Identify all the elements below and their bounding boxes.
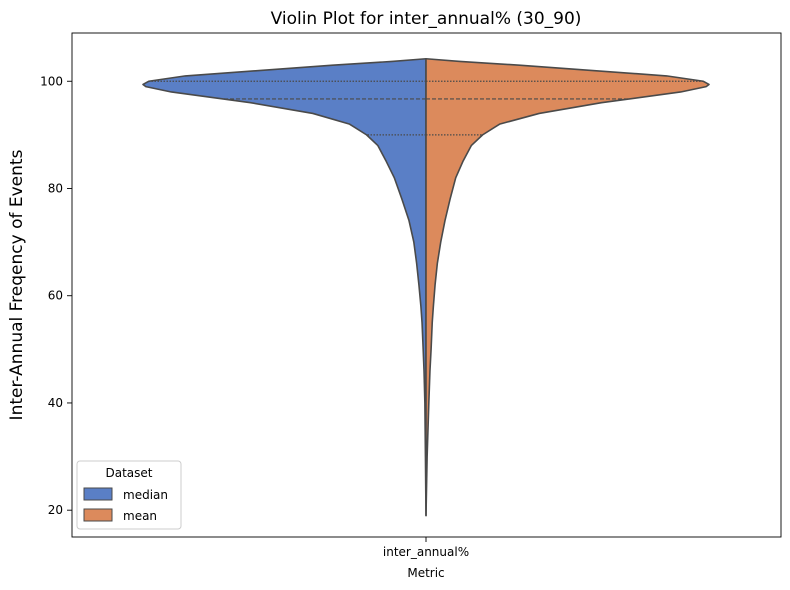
violin-half-median bbox=[142, 57, 427, 517]
y-axis: 20 40 60 80 100 bbox=[40, 74, 72, 517]
violin-layer bbox=[142, 57, 710, 517]
y-tick-label: 20 bbox=[48, 503, 63, 517]
x-tick-label: inter_annual% bbox=[383, 545, 469, 559]
legend-swatch-median bbox=[83, 487, 113, 501]
legend: Dataset median mean bbox=[76, 460, 182, 530]
y-tick-label: 40 bbox=[48, 396, 63, 410]
x-axis-label: Metric bbox=[407, 566, 444, 580]
legend-title: Dataset bbox=[106, 466, 153, 480]
y-tick-label: 60 bbox=[48, 289, 63, 303]
y-tick-label: 100 bbox=[40, 74, 63, 88]
y-axis-label: Inter-Annual Freqency of Events bbox=[7, 149, 27, 420]
legend-label-mean: mean bbox=[123, 509, 157, 523]
plot-frame bbox=[71, 32, 782, 538]
violin-half-mean bbox=[425, 57, 710, 517]
y-tick-label: 80 bbox=[48, 181, 63, 195]
legend-swatch-mean bbox=[83, 508, 113, 522]
chart-title: Violin Plot for inter_annual% (30_90) bbox=[271, 9, 582, 29]
x-axis: inter_annual% bbox=[383, 537, 469, 559]
legend-label-median: median bbox=[123, 488, 168, 502]
